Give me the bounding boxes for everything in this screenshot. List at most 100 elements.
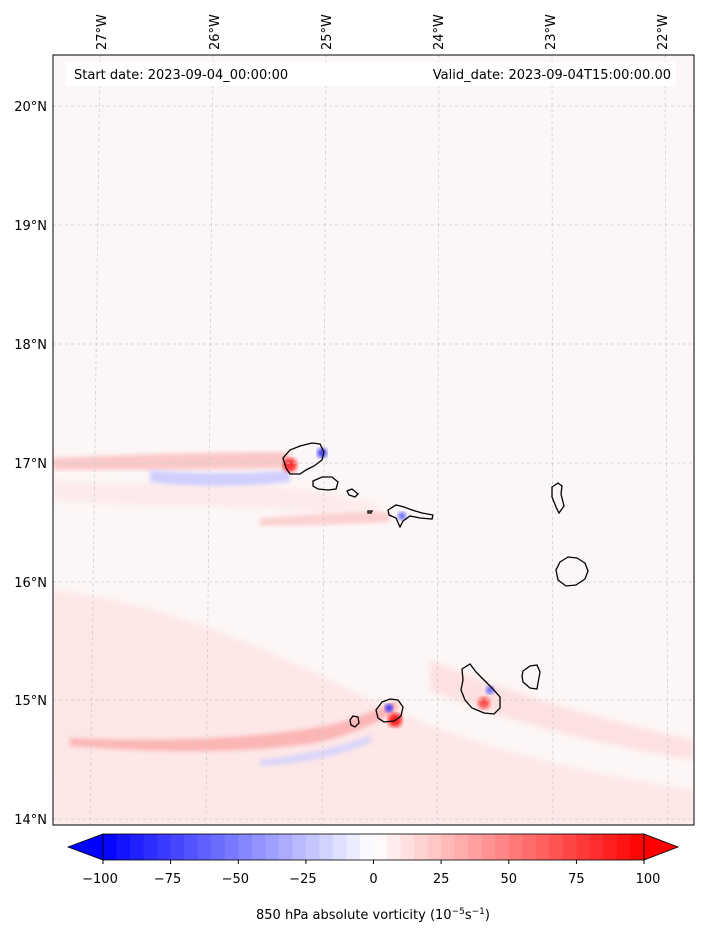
gridline-lon xyxy=(205,55,214,825)
colorbar-tick-label: −50 xyxy=(222,872,249,887)
lon-label: 23°W xyxy=(544,14,559,50)
colorbar-segment xyxy=(278,834,293,860)
colorbar-segment xyxy=(197,834,212,860)
colorbar-segment xyxy=(562,834,577,860)
vorticity-positive-region xyxy=(430,660,694,760)
vorticity-minimum xyxy=(317,448,327,458)
colorbar-segment xyxy=(184,834,199,860)
colorbar-segment xyxy=(535,834,550,860)
vorticity-positive-region xyxy=(53,590,694,825)
colorbar-segment xyxy=(630,834,645,860)
colorbar-segment xyxy=(481,834,496,860)
colorbar-label: 850 hPa absolute vorticity (10−5s−1) xyxy=(256,907,490,923)
colorbar-label-end: ) xyxy=(485,908,490,923)
gridline-lon xyxy=(321,55,327,825)
lat-label: 17°N xyxy=(14,457,47,472)
island-sao-nicolau xyxy=(387,504,434,529)
island-maio xyxy=(521,664,541,690)
colorbar-segment xyxy=(576,834,591,860)
colorbar-segment xyxy=(495,834,510,860)
colorbar-segment xyxy=(251,834,266,860)
colorbar-segment xyxy=(130,834,145,860)
colorbar-tick-label: 75 xyxy=(568,872,585,887)
colorbar-segment xyxy=(170,834,185,860)
gridline-lon xyxy=(89,55,101,825)
colorbar-label-exp: −5 xyxy=(452,907,465,917)
colorbar-segment xyxy=(414,834,429,860)
colorbar-segment xyxy=(305,834,320,860)
colorbar-label-main: 850 hPa absolute vorticity (10 xyxy=(256,908,452,923)
colorbar-tick-label: 50 xyxy=(501,872,518,887)
lon-label: 22°W xyxy=(656,14,671,50)
gridline-lon xyxy=(436,55,440,825)
colorbar-segment xyxy=(522,834,537,860)
colorbar-segment xyxy=(211,834,226,860)
colorbar-segment xyxy=(603,834,618,860)
vorticity-positive-region xyxy=(53,600,126,780)
island-boa-vista xyxy=(555,556,589,587)
colorbar-segment xyxy=(224,834,239,860)
lat-label: 15°N xyxy=(14,694,47,709)
colorbar-segment xyxy=(143,834,158,860)
colorbar-ticks: −100 −75 −50 −25 0 25 50 75 100 xyxy=(82,860,660,887)
colorbar-segment xyxy=(454,834,469,860)
colorbar-segment xyxy=(359,834,375,860)
colorbar-tick-label: −100 xyxy=(82,872,118,887)
colorbar-segment xyxy=(157,834,172,860)
valid-date-label: Valid_date: 2023-09-04T15:00:00.00 xyxy=(433,68,671,83)
colorbar-segment xyxy=(265,834,280,860)
colorbar-segment xyxy=(589,834,604,860)
coastlines xyxy=(282,442,589,728)
colorbar-segment xyxy=(116,834,131,860)
island-sal xyxy=(551,482,565,515)
lon-label: 26°W xyxy=(208,14,223,50)
colorbar-extend-max xyxy=(643,833,680,861)
colorbar-segment xyxy=(468,834,483,860)
island-santo-antao xyxy=(282,442,325,475)
colorbar-segment xyxy=(319,834,334,860)
colorbar-label-exp: −1 xyxy=(472,907,485,917)
island-santiago xyxy=(460,663,501,715)
island-brava xyxy=(349,715,360,728)
vorticity-maximum xyxy=(478,697,490,709)
colorbar-segment xyxy=(238,834,253,860)
gridlines xyxy=(53,55,694,825)
lat-label: 20°N xyxy=(14,100,47,115)
vorticity-positive-region xyxy=(53,480,380,520)
longitude-labels: 27°W 26°W 25°W 24°W 23°W 22°W xyxy=(95,14,671,50)
colorbar-tick-label: −25 xyxy=(289,872,316,887)
gridline-lon xyxy=(664,55,669,825)
vorticity-minimum xyxy=(398,512,406,520)
colorbar-segment xyxy=(103,834,118,860)
colorbar-tick-label: 100 xyxy=(636,872,661,887)
colorbar-segment xyxy=(346,834,361,860)
wake-negative-stripe xyxy=(150,470,290,486)
lat-label: 18°N xyxy=(14,338,47,353)
start-date-label: Start date: 2023-09-04_00:00:00 xyxy=(74,68,288,83)
island-santa-luzia xyxy=(346,488,359,498)
latitude-labels: 20°N 19°N 18°N 17°N 16°N 15°N 14°N xyxy=(14,100,47,828)
colorbar-segment xyxy=(373,834,388,860)
colorbar-label-unit: s xyxy=(465,908,472,923)
colorbar-segment xyxy=(332,834,347,860)
wake-positive-stripe xyxy=(70,700,400,752)
date-banner: Start date: 2023-09-04_00:00:00 Valid_da… xyxy=(66,62,676,86)
island-sao-vicente xyxy=(312,476,339,491)
colorbar-segment xyxy=(427,834,442,860)
colorbar: −100 −75 −50 −25 0 25 50 75 100 850 hPa … xyxy=(66,833,680,923)
island-islet xyxy=(367,510,374,514)
vorticity-minimum xyxy=(486,686,494,694)
lon-label: 24°W xyxy=(432,14,447,50)
colorbar-tick-label: 25 xyxy=(433,872,450,887)
colorbar-tick-label: 0 xyxy=(369,872,377,887)
vorticity-field xyxy=(53,448,694,825)
colorbar-segment xyxy=(616,834,631,860)
gridline-lon xyxy=(551,55,554,825)
map-frame xyxy=(52,54,695,826)
map-plot-area xyxy=(52,54,695,826)
wake-positive-stripe xyxy=(53,452,290,470)
colorbar-segment xyxy=(387,834,402,860)
date-banner-background xyxy=(66,62,676,86)
colorbar-segment xyxy=(400,834,415,860)
